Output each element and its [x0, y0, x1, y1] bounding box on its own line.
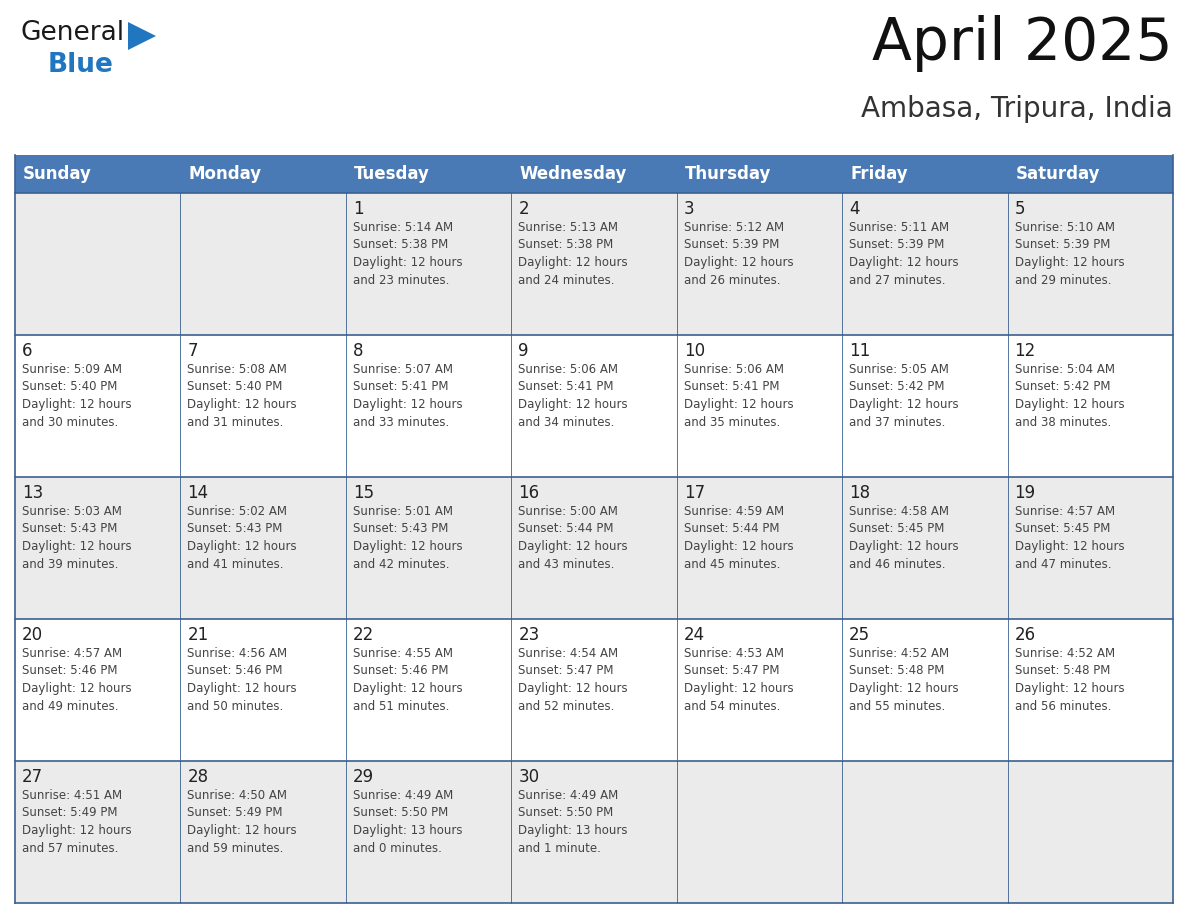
- Text: Sunrise: 5:08 AM
Sunset: 5:40 PM
Daylight: 12 hours
and 31 minutes.: Sunrise: 5:08 AM Sunset: 5:40 PM Dayligh…: [188, 363, 297, 429]
- Text: Sunrise: 5:01 AM
Sunset: 5:43 PM
Daylight: 12 hours
and 42 minutes.: Sunrise: 5:01 AM Sunset: 5:43 PM Dayligh…: [353, 505, 462, 570]
- Text: Sunrise: 5:06 AM
Sunset: 5:41 PM
Daylight: 12 hours
and 34 minutes.: Sunrise: 5:06 AM Sunset: 5:41 PM Dayligh…: [518, 363, 628, 429]
- Text: Blue: Blue: [48, 52, 114, 78]
- Text: Sunrise: 4:57 AM
Sunset: 5:45 PM
Daylight: 12 hours
and 47 minutes.: Sunrise: 4:57 AM Sunset: 5:45 PM Dayligh…: [1015, 505, 1124, 570]
- Text: Sunrise: 5:12 AM
Sunset: 5:39 PM
Daylight: 12 hours
and 26 minutes.: Sunrise: 5:12 AM Sunset: 5:39 PM Dayligh…: [684, 221, 794, 286]
- Text: Ambasa, Tripura, India: Ambasa, Tripura, India: [861, 95, 1173, 123]
- Text: Sunrise: 4:57 AM
Sunset: 5:46 PM
Daylight: 12 hours
and 49 minutes.: Sunrise: 4:57 AM Sunset: 5:46 PM Dayligh…: [23, 647, 132, 712]
- Text: 20: 20: [23, 626, 43, 644]
- Text: Sunrise: 5:13 AM
Sunset: 5:38 PM
Daylight: 12 hours
and 24 minutes.: Sunrise: 5:13 AM Sunset: 5:38 PM Dayligh…: [518, 221, 628, 286]
- Text: Sunrise: 5:11 AM
Sunset: 5:39 PM
Daylight: 12 hours
and 27 minutes.: Sunrise: 5:11 AM Sunset: 5:39 PM Dayligh…: [849, 221, 959, 286]
- Text: Sunrise: 5:06 AM
Sunset: 5:41 PM
Daylight: 12 hours
and 35 minutes.: Sunrise: 5:06 AM Sunset: 5:41 PM Dayligh…: [684, 363, 794, 429]
- Bar: [15, 619, 1173, 761]
- Text: Sunrise: 4:52 AM
Sunset: 5:48 PM
Daylight: 12 hours
and 55 minutes.: Sunrise: 4:52 AM Sunset: 5:48 PM Dayligh…: [849, 647, 959, 712]
- Text: 18: 18: [849, 484, 871, 502]
- Text: Sunrise: 4:58 AM
Sunset: 5:45 PM
Daylight: 12 hours
and 46 minutes.: Sunrise: 4:58 AM Sunset: 5:45 PM Dayligh…: [849, 505, 959, 570]
- Text: 26: 26: [1015, 626, 1036, 644]
- Text: Thursday: Thursday: [684, 165, 771, 183]
- Text: Sunrise: 4:52 AM
Sunset: 5:48 PM
Daylight: 12 hours
and 56 minutes.: Sunrise: 4:52 AM Sunset: 5:48 PM Dayligh…: [1015, 647, 1124, 712]
- Text: Sunrise: 4:53 AM
Sunset: 5:47 PM
Daylight: 12 hours
and 54 minutes.: Sunrise: 4:53 AM Sunset: 5:47 PM Dayligh…: [684, 647, 794, 712]
- Text: 11: 11: [849, 342, 871, 360]
- Text: 21: 21: [188, 626, 209, 644]
- Text: 14: 14: [188, 484, 209, 502]
- Text: Sunrise: 4:49 AM
Sunset: 5:50 PM
Daylight: 13 hours
and 1 minute.: Sunrise: 4:49 AM Sunset: 5:50 PM Dayligh…: [518, 789, 627, 855]
- Text: Sunrise: 4:54 AM
Sunset: 5:47 PM
Daylight: 12 hours
and 52 minutes.: Sunrise: 4:54 AM Sunset: 5:47 PM Dayligh…: [518, 647, 628, 712]
- Text: 24: 24: [684, 626, 704, 644]
- Text: Sunrise: 5:02 AM
Sunset: 5:43 PM
Daylight: 12 hours
and 41 minutes.: Sunrise: 5:02 AM Sunset: 5:43 PM Dayligh…: [188, 505, 297, 570]
- Text: 10: 10: [684, 342, 704, 360]
- Text: 25: 25: [849, 626, 871, 644]
- Text: 9: 9: [518, 342, 529, 360]
- Text: 3: 3: [684, 200, 694, 218]
- Text: 28: 28: [188, 768, 209, 786]
- Text: 16: 16: [518, 484, 539, 502]
- Text: 15: 15: [353, 484, 374, 502]
- Text: Monday: Monday: [189, 165, 261, 183]
- Text: 6: 6: [23, 342, 32, 360]
- Text: 19: 19: [1015, 484, 1036, 502]
- Text: Tuesday: Tuesday: [354, 165, 430, 183]
- Text: Sunrise: 4:55 AM
Sunset: 5:46 PM
Daylight: 12 hours
and 51 minutes.: Sunrise: 4:55 AM Sunset: 5:46 PM Dayligh…: [353, 647, 462, 712]
- Text: 22: 22: [353, 626, 374, 644]
- Bar: [15, 155, 1173, 193]
- Text: Wednesday: Wednesday: [519, 165, 626, 183]
- Text: Sunrise: 5:04 AM
Sunset: 5:42 PM
Daylight: 12 hours
and 38 minutes.: Sunrise: 5:04 AM Sunset: 5:42 PM Dayligh…: [1015, 363, 1124, 429]
- Text: April 2025: April 2025: [872, 15, 1173, 72]
- Text: 1: 1: [353, 200, 364, 218]
- Text: Sunrise: 4:49 AM
Sunset: 5:50 PM
Daylight: 13 hours
and 0 minutes.: Sunrise: 4:49 AM Sunset: 5:50 PM Dayligh…: [353, 789, 462, 855]
- Text: 5: 5: [1015, 200, 1025, 218]
- Text: Sunday: Sunday: [23, 165, 91, 183]
- Text: 17: 17: [684, 484, 704, 502]
- Text: 12: 12: [1015, 342, 1036, 360]
- Text: 30: 30: [518, 768, 539, 786]
- Text: Sunrise: 4:50 AM
Sunset: 5:49 PM
Daylight: 12 hours
and 59 minutes.: Sunrise: 4:50 AM Sunset: 5:49 PM Dayligh…: [188, 789, 297, 855]
- Text: 29: 29: [353, 768, 374, 786]
- Text: 2: 2: [518, 200, 529, 218]
- Text: 8: 8: [353, 342, 364, 360]
- Text: Sunrise: 4:59 AM
Sunset: 5:44 PM
Daylight: 12 hours
and 45 minutes.: Sunrise: 4:59 AM Sunset: 5:44 PM Dayligh…: [684, 505, 794, 570]
- Bar: [15, 193, 1173, 335]
- Text: 13: 13: [23, 484, 43, 502]
- Bar: [15, 761, 1173, 903]
- Text: Sunrise: 4:51 AM
Sunset: 5:49 PM
Daylight: 12 hours
and 57 minutes.: Sunrise: 4:51 AM Sunset: 5:49 PM Dayligh…: [23, 789, 132, 855]
- Text: Friday: Friday: [851, 165, 908, 183]
- Text: Sunrise: 5:09 AM
Sunset: 5:40 PM
Daylight: 12 hours
and 30 minutes.: Sunrise: 5:09 AM Sunset: 5:40 PM Dayligh…: [23, 363, 132, 429]
- Text: Sunrise: 5:05 AM
Sunset: 5:42 PM
Daylight: 12 hours
and 37 minutes.: Sunrise: 5:05 AM Sunset: 5:42 PM Dayligh…: [849, 363, 959, 429]
- Text: 4: 4: [849, 200, 860, 218]
- Text: Saturday: Saturday: [1016, 165, 1100, 183]
- Text: 7: 7: [188, 342, 198, 360]
- Text: 27: 27: [23, 768, 43, 786]
- Bar: [15, 477, 1173, 619]
- Text: Sunrise: 5:07 AM
Sunset: 5:41 PM
Daylight: 12 hours
and 33 minutes.: Sunrise: 5:07 AM Sunset: 5:41 PM Dayligh…: [353, 363, 462, 429]
- Text: General: General: [20, 20, 124, 46]
- Polygon shape: [128, 22, 156, 50]
- Text: Sunrise: 4:56 AM
Sunset: 5:46 PM
Daylight: 12 hours
and 50 minutes.: Sunrise: 4:56 AM Sunset: 5:46 PM Dayligh…: [188, 647, 297, 712]
- Text: Sunrise: 5:14 AM
Sunset: 5:38 PM
Daylight: 12 hours
and 23 minutes.: Sunrise: 5:14 AM Sunset: 5:38 PM Dayligh…: [353, 221, 462, 286]
- Bar: [15, 335, 1173, 477]
- Text: Sunrise: 5:10 AM
Sunset: 5:39 PM
Daylight: 12 hours
and 29 minutes.: Sunrise: 5:10 AM Sunset: 5:39 PM Dayligh…: [1015, 221, 1124, 286]
- Text: 23: 23: [518, 626, 539, 644]
- Text: Sunrise: 5:00 AM
Sunset: 5:44 PM
Daylight: 12 hours
and 43 minutes.: Sunrise: 5:00 AM Sunset: 5:44 PM Dayligh…: [518, 505, 628, 570]
- Text: Sunrise: 5:03 AM
Sunset: 5:43 PM
Daylight: 12 hours
and 39 minutes.: Sunrise: 5:03 AM Sunset: 5:43 PM Dayligh…: [23, 505, 132, 570]
